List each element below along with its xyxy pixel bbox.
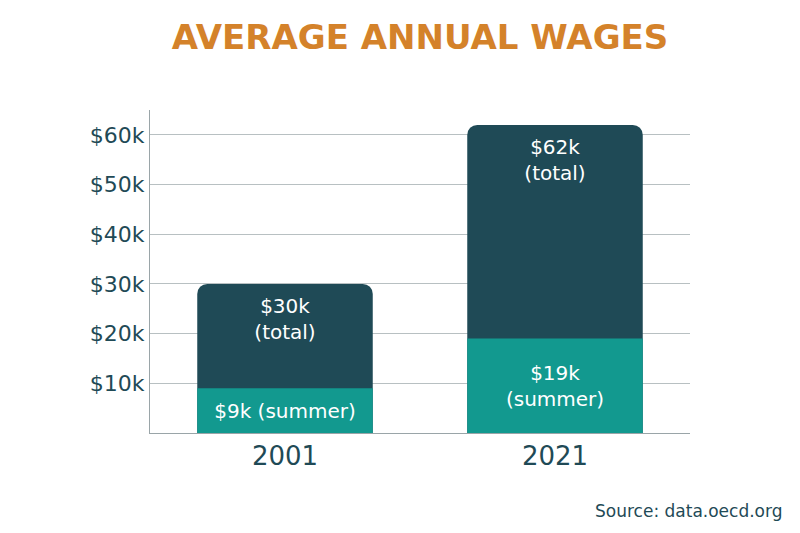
svg-text:$20k: $20k	[90, 321, 145, 346]
svg-text:$62k(total): $62k(total)	[524, 135, 585, 185]
svg-text:$10k: $10k	[90, 371, 145, 396]
svg-text:$19k(summer): $19k(summer)	[506, 361, 604, 411]
svg-text:AVERAGE ANNUAL WAGES: AVERAGE ANNUAL WAGES	[172, 17, 669, 57]
svg-text:2021: 2021	[522, 441, 588, 471]
svg-text:$50k: $50k	[90, 172, 145, 197]
svg-text:$40k: $40k	[90, 222, 145, 247]
svg-text:2001: 2001	[252, 441, 318, 471]
svg-text:$30k(total): $30k(total)	[254, 294, 315, 344]
svg-text:Source: data.oecd.org: Source: data.oecd.org	[595, 501, 783, 521]
svg-text:$9k (summer): $9k (summer)	[214, 399, 356, 423]
svg-text:$30k: $30k	[90, 272, 145, 297]
svg-text:$60k: $60k	[90, 123, 145, 148]
